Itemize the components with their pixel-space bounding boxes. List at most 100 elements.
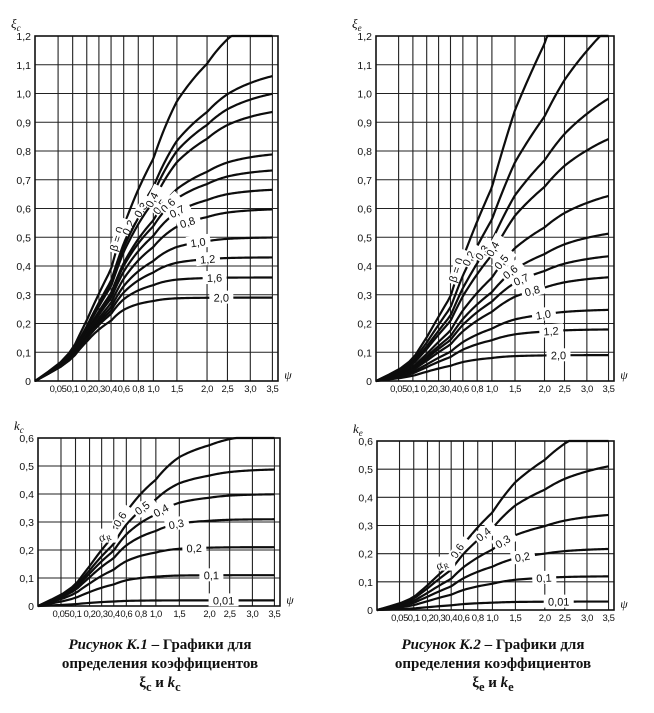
caption-symbol-xi: ξ: [472, 675, 479, 691]
x-tick-label: 2,0: [201, 384, 213, 395]
series-group-label-subscript: R: [103, 533, 113, 544]
y-tick-label: 1,0: [16, 89, 31, 101]
series-label-background: [531, 570, 557, 585]
series-curve: [375, 97, 610, 383]
y-tick-label: 0,7: [16, 175, 31, 187]
y-tick-label: 1,1: [16, 60, 31, 72]
series-curve: [34, 188, 273, 382]
series-label-background: [508, 267, 537, 290]
series-label-background: [143, 183, 166, 211]
caption-symbol-k-sub: e: [508, 680, 514, 694]
x-tick-label: 3,0: [581, 613, 593, 624]
x-axis-title: ψ: [620, 368, 628, 382]
series-label: 0,01: [548, 597, 569, 609]
series-curve: [34, 110, 273, 382]
x-tick-label: 0,8: [472, 613, 484, 624]
y-tick-label: 0,4: [16, 261, 31, 273]
x-tick-label: 3,5: [268, 609, 280, 620]
series-label-background: [130, 494, 158, 520]
y-axis-title: ke: [353, 421, 363, 438]
y-tick-label: 0,6: [358, 436, 373, 448]
series-label: 1,2: [200, 254, 216, 267]
caption-text-line1: Графики для: [162, 637, 252, 653]
x-tick-label: 3,0: [581, 384, 593, 395]
y-tick-label: 0,6: [357, 204, 372, 216]
x-tick-label: 0,6: [118, 384, 130, 395]
series-label-background: [491, 246, 517, 274]
series-label: 1,0: [535, 308, 552, 322]
series-label-background: [164, 199, 193, 222]
caption-symbol-k: k: [500, 675, 509, 691]
x-tick-label: 1,5: [173, 609, 185, 620]
x-tick-label: 2,0: [538, 384, 550, 395]
x-tick-label: 0,6: [457, 384, 469, 395]
series-label-background: [157, 190, 184, 217]
series-label: 1,0: [190, 236, 207, 250]
series-curve: [34, 75, 273, 382]
series-curve: [375, 232, 609, 383]
series-label-background: [149, 497, 177, 521]
series-label: 0,2: [514, 551, 531, 565]
caption-figure-k2: Рисунок К.2 – Графики для определения ко…: [343, 636, 643, 697]
x-tick-label: 0,3: [433, 613, 445, 624]
series-label-background: [530, 305, 557, 323]
y-tick-label: 0,6: [19, 433, 34, 445]
caption-symbol-k: k: [167, 675, 176, 691]
y-tick-label: 0: [367, 605, 373, 617]
caption-figure-k1: Рисунок К.1 – Графики для определения ко…: [10, 636, 310, 697]
y-tick-label: 0,9: [357, 117, 372, 129]
x-tick-label: 0,1: [407, 384, 419, 395]
x-tick-label: 0,2: [421, 384, 433, 395]
x-axis-title: ψ: [620, 597, 628, 611]
x-tick-label: 0,8: [135, 609, 147, 620]
y-tick-label: 0,2: [19, 545, 34, 557]
y-tick-label: 0: [25, 376, 31, 388]
series-curve: [375, 308, 609, 383]
plot-frame: [34, 35, 279, 382]
y-tick-label: 0,1: [19, 573, 34, 585]
series-curve: [376, 465, 609, 612]
y-tick-label: 0,2: [357, 319, 372, 331]
x-tick-label: 0,4: [105, 384, 117, 395]
series-label-background: [209, 290, 234, 304]
x-tick-label: 0,3: [433, 384, 445, 395]
x-tick-label: 0,8: [132, 384, 144, 395]
x-tick-label: 2,0: [203, 609, 215, 620]
y-tick-label: 0,2: [16, 319, 31, 331]
caption-dash: –: [147, 637, 163, 653]
x-tick-label: 1,5: [171, 384, 183, 395]
x-tick-label: 0,3: [93, 384, 105, 395]
series-label-background: [185, 233, 212, 250]
x-tick-label: 1,0: [486, 384, 498, 395]
series-curve: [375, 194, 609, 383]
y-tick-label: 0,3: [16, 290, 31, 302]
series-label: 1,6: [207, 273, 223, 285]
caption-and: и: [484, 675, 501, 691]
series-label: 2,0: [551, 350, 566, 362]
y-tick-label: 0,3: [357, 290, 372, 302]
y-tick-label: 0,5: [358, 464, 373, 476]
y-tick-label: 0,1: [358, 577, 373, 589]
series-curve: [37, 493, 275, 608]
x-tick-label: 0,05: [391, 613, 408, 624]
series-label-background: [111, 503, 135, 531]
y-tick-label: 0,5: [16, 232, 31, 244]
y-tick-label: 1,2: [16, 31, 31, 43]
x-tick-label: 0,8: [471, 384, 483, 395]
y-tick-label: 0,4: [19, 489, 34, 501]
y-tick-label: 0,2: [358, 549, 373, 561]
x-tick-label: 2,5: [559, 613, 571, 624]
caption-text-line1: Графики для: [495, 637, 585, 653]
plot-frame: [375, 35, 615, 382]
caption-figure-number: Рисунок К.1: [68, 637, 148, 653]
series-label-background: [519, 280, 547, 300]
y-tick-label: 0,8: [16, 146, 31, 158]
series-curve: [37, 518, 275, 608]
x-tick-label: 0,2: [421, 613, 433, 624]
x-tick-label: 1,5: [509, 384, 521, 395]
y-tick-label: 0,1: [16, 347, 31, 359]
y-tick-label: 0: [366, 376, 372, 388]
series-label: 0,1: [204, 570, 219, 582]
series-curve: [34, 256, 273, 382]
